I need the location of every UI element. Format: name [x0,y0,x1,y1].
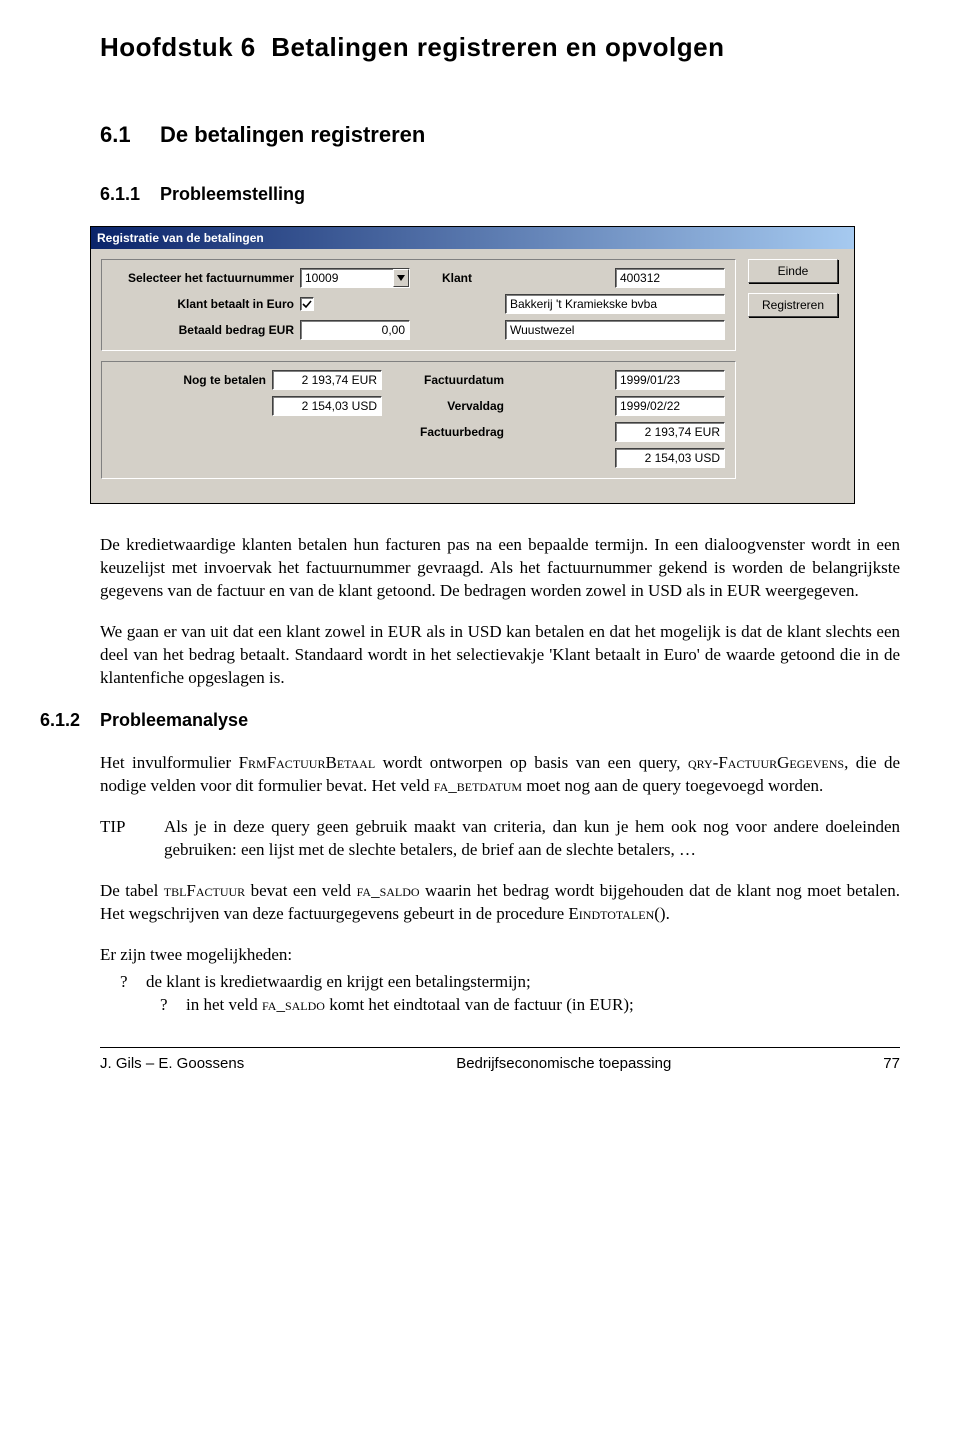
label-betaald-eur: Betaald bedrag EUR [116,322,294,338]
registreren-button-label: Registreren [762,298,824,312]
label-factuurdatum: Factuurdatum [414,372,504,388]
section-number: 6.1 [100,120,160,150]
list-item: ? in het veld fa_saldo komt het eindtota… [160,994,900,1017]
section-title-text: De betalingen registreren [160,122,425,147]
q2a: in het veld [186,995,262,1014]
para-4: De tabel tblFactuur bevat een veld fa_sa… [100,880,900,926]
list-item: ? de klant is kredietwaardig en krijgt e… [120,971,900,994]
label-betaalt-euro: Klant betaalt in Euro [116,296,294,312]
p3b: wordt ontworpen op basis van een query, [375,753,688,772]
klant-plaats-field [505,320,725,340]
label-nog-te-betalen: Nog te betalen [116,372,266,388]
section-heading: 6.1De betalingen registreren [100,120,900,150]
subsection-611-num: 6.1.1 [100,182,160,206]
bullet-qmark: ? [160,994,172,1017]
sc-qry-b: FactuurGegevens [718,753,844,772]
subsection-heading-612: 6.1.2Probleemanalyse [40,708,900,732]
factuurdatum-field [615,370,725,390]
sc-qry-a: qry- [688,753,718,772]
p4d: (). [654,904,670,923]
bullet-qmark: ? [120,971,132,994]
options-list: ? de klant is kredietwaardig en krijgt e… [120,971,900,1017]
dialog-top-panel: Selecteer het factuurnummer Klant [101,259,736,351]
p3a: Het invulformulier [100,753,239,772]
tip-text: Als je in deze query geen gebruik maakt … [164,816,900,862]
betaalt-euro-checkbox[interactable] [300,297,314,311]
registreren-button[interactable]: Registreren [748,293,838,317]
nog-usd-field [272,396,382,416]
subsection-612-num: 6.1.2 [40,708,100,732]
sc-fasaldo: fa_saldo [357,881,420,900]
tip-label: TIP [100,816,140,862]
para-2: We gaan er van uit dat een klant zowel i… [100,621,900,690]
nog-eur-field [272,370,382,390]
dialog-bottom-panel: Nog te betalen Factuurdatum Vervaldag [101,361,736,479]
sc-eind: Eindtotalen [568,904,654,923]
betaald-eur-input[interactable] [300,320,410,340]
klant-naam-field [505,294,725,314]
label-vervaldag: Vervaldag [414,398,504,414]
p3d: moet nog aan de query toegevoegd worden. [522,776,823,795]
subsection-heading-611: 6.1.1Probleemstelling [100,182,900,206]
sc-frm: FrmFactuurBetaal [239,753,376,772]
factbedrag-eur-field [615,422,725,442]
factuurnr-combo[interactable] [300,268,410,288]
sc-tbl: tblFactuur [164,881,245,900]
subsection-612-title: Probleemanalyse [100,710,248,730]
para-1: De kredietwaardige klanten betalen hun f… [100,534,900,603]
p4b: bevat een veld [245,881,356,900]
chevron-down-icon[interactable] [393,269,409,287]
chapter-heading: Hoofdstuk 6 Betalingen registreren en op… [100,30,900,65]
sc-fasaldo-2: fa_saldo [262,995,325,1014]
q2-text: in het veld fa_saldo komt het eindtotaal… [186,994,634,1017]
einde-button-label: Einde [778,264,809,278]
tip-block: TIP Als je in deze query geen gebruik ma… [100,816,900,862]
chapter-title-text: Betalingen registreren en opvolgen [271,32,724,62]
dialog-titlebar[interactable]: Registratie van de betalingen [91,227,854,249]
dialog-window: Registratie van de betalingen Selecteer … [90,226,855,504]
dialog-title: Registratie van de betalingen [97,231,264,245]
einde-button[interactable]: Einde [748,259,838,283]
footer-center: Bedrijfseconomische toepassing [456,1054,671,1074]
para-3: Het invulformulier FrmFactuurBetaal word… [100,752,900,798]
q1-text: de klant is kredietwaardig en krijgt een… [146,971,531,994]
label-factuurbedrag: Factuurbedrag [414,424,504,440]
footer-right: 77 [883,1054,900,1074]
q2b: komt het eindtotaal van de factuur (in E… [325,995,634,1014]
label-factuurnr: Selecteer het factuurnummer [116,270,294,286]
sc-fabet: fa_betdatum [434,776,522,795]
label-klant: Klant [442,270,478,286]
page-footer: J. Gils – E. Goossens Bedrijfseconomisch… [100,1048,900,1074]
footer-left: J. Gils – E. Goossens [100,1054,244,1074]
p4a: De tabel [100,881,164,900]
subsection-611-title: Probleemstelling [160,184,305,204]
factbedrag-usd-field [615,448,725,468]
vervaldag-field [615,396,725,416]
klant-id-field [615,268,725,288]
para-5: Er zijn twee mogelijkheden: [100,944,900,967]
chapter-label: Hoofdstuk 6 [100,32,256,62]
